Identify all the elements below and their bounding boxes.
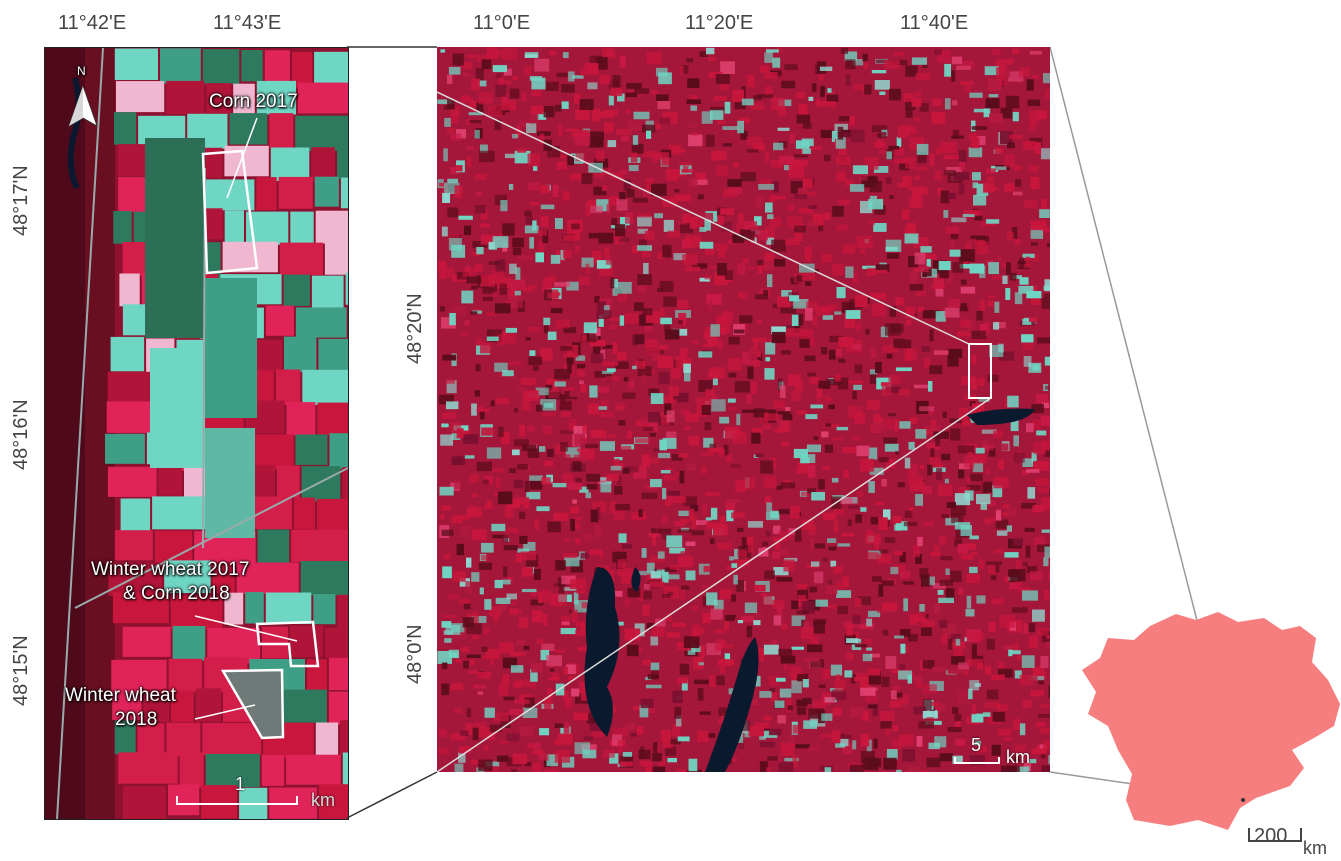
country-scalebar: [1248, 828, 1302, 842]
mid-lon-tick-3: 11°40'E: [900, 12, 969, 34]
country-overview-map: [1082, 612, 1340, 830]
left-lon-tick-1: 11°42'E: [58, 12, 127, 34]
mid-scalebar-unit: km: [1006, 747, 1030, 767]
country-scalebar-value: 200: [1254, 825, 1288, 847]
mid-lat-tick-1: 48°20'N: [404, 293, 426, 364]
left-scalebar-value: 1: [235, 774, 246, 794]
mid-lat-tick-2: 48°0'N: [404, 624, 426, 684]
mid-scalebar-value: 5: [971, 735, 982, 755]
north-arrow-icon: [68, 84, 98, 127]
regional-map: 5 km: [437, 47, 1050, 772]
field-detail-imagery: [45, 48, 348, 819]
annotation-winter-wheat-2017-line2: & Corn 2018: [123, 583, 230, 604]
annotation-corn-2017: Corn 2017: [209, 91, 298, 112]
left-scalebar-unit: km: [311, 790, 335, 810]
field-detail-map: N Corn 2017 Winter wheat 2017 & Corn 201…: [44, 47, 349, 820]
mid-lon-tick-1: 11°0'E: [473, 12, 531, 34]
annotation-winter-wheat-2018-line1: Winter wheat: [65, 685, 176, 706]
country-scalebar-unit: km: [1303, 838, 1327, 858]
left-lon-tick-2: 11°43'E: [213, 12, 282, 34]
annotation-winter-wheat-2017-line1: Winter wheat 2017: [91, 559, 250, 580]
mid-lon-tick-2: 11°20'E: [685, 12, 754, 34]
regional-imagery: [437, 47, 1050, 772]
annotation-winter-wheat-2018-line2: 2018: [115, 709, 158, 730]
north-label: N: [77, 64, 86, 78]
